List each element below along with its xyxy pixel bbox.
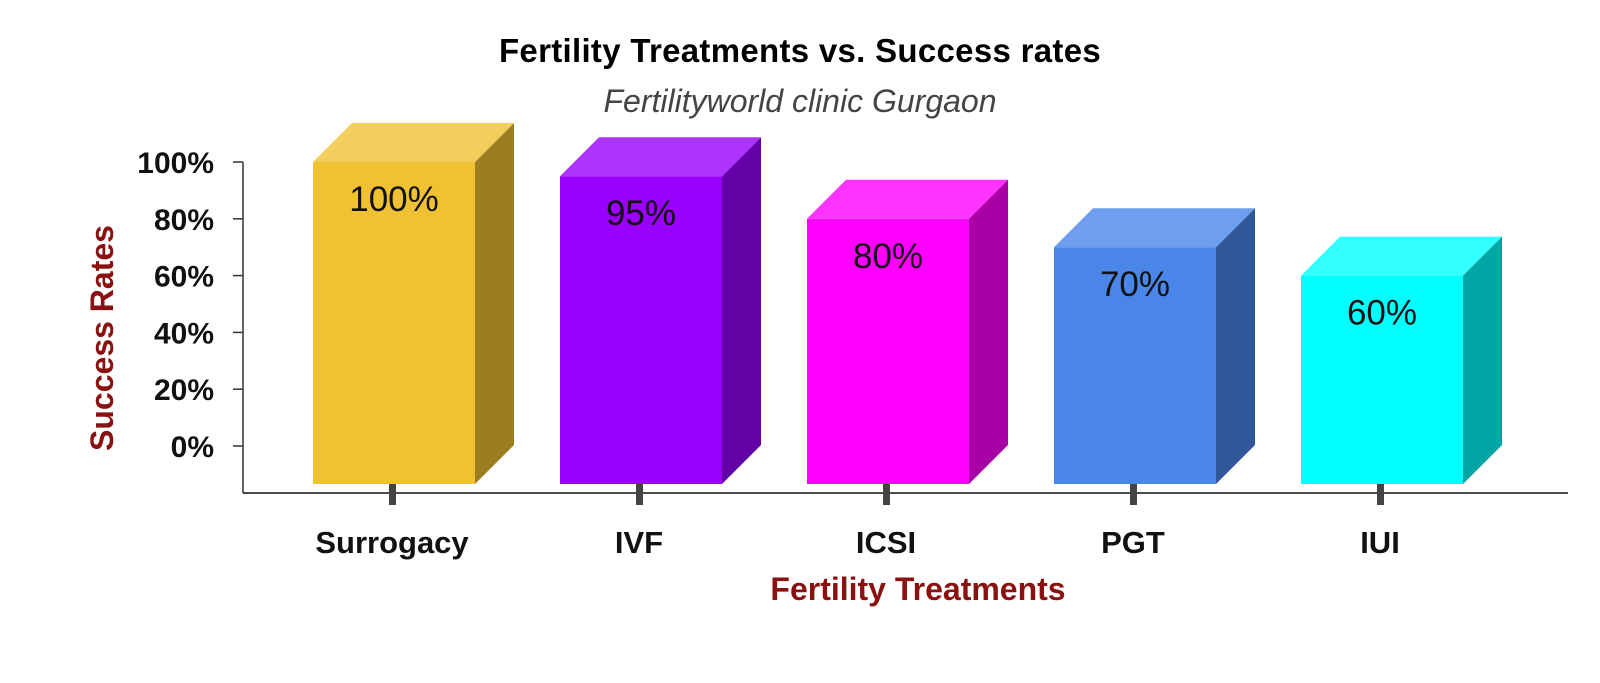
bar-top: [1301, 236, 1502, 276]
chart-subtitle: Fertilityworld clinic Gurgaon: [603, 83, 996, 119]
bar-iui: 60%: [1301, 236, 1502, 484]
y-axis: 0% 20% 40% 60% 80% 100%: [137, 147, 244, 493]
x-tick: [389, 482, 396, 505]
bar-side: [1216, 208, 1255, 484]
data-label: 95%: [606, 194, 676, 233]
bar-side: [722, 137, 761, 484]
x-tick: [1377, 482, 1384, 505]
bar-top: [807, 179, 1008, 219]
x-tick: [1130, 482, 1137, 505]
bar-front: [313, 162, 475, 484]
x-tick-label: PGT: [1101, 525, 1165, 560]
x-tick-label: IVF: [615, 525, 663, 560]
x-tick-label: IUI: [1360, 525, 1400, 560]
bar-front: [1054, 247, 1216, 484]
y-tick-label: 80%: [154, 204, 214, 237]
bars: 100% 95% 80% 70% 60%: [313, 123, 1502, 485]
data-label: 80%: [853, 237, 923, 276]
bar-top: [1054, 208, 1255, 248]
x-tick-label: Surrogacy: [315, 525, 469, 560]
x-tick: [636, 482, 643, 505]
bar-side: [969, 179, 1008, 485]
y-tick-label: 20%: [154, 374, 214, 407]
bar-side: [1463, 236, 1502, 484]
bar-pgt: 70%: [1054, 208, 1255, 484]
bar-side: [475, 123, 514, 484]
x-tick: [883, 482, 890, 505]
data-label: 60%: [1347, 294, 1417, 333]
x-tick-label: ICSI: [856, 525, 916, 560]
chart-title: Fertility Treatments vs. Success rates: [499, 32, 1101, 69]
x-axis: Surrogacy IVF ICSI PGT IUI: [243, 482, 1568, 560]
x-axis-title: Fertility Treatments: [770, 571, 1065, 607]
bar-front: [1301, 275, 1463, 484]
data-label: 70%: [1100, 265, 1170, 304]
bar-icsi: 80%: [807, 179, 1008, 485]
y-tick-label: 60%: [154, 261, 214, 294]
bar-top: [560, 137, 761, 177]
y-tick-label: 40%: [154, 317, 214, 350]
bar-front: [560, 176, 722, 484]
bar-front: [807, 218, 969, 485]
data-label: 100%: [349, 180, 439, 219]
y-tick-label: 0%: [171, 431, 214, 464]
bar-top: [313, 123, 514, 162]
bar-ivf: 95%: [560, 137, 761, 484]
bar-surrogacy: 100%: [313, 123, 514, 484]
y-axis-title: Success Rates: [84, 225, 120, 451]
y-tick-label: 100%: [137, 147, 214, 180]
